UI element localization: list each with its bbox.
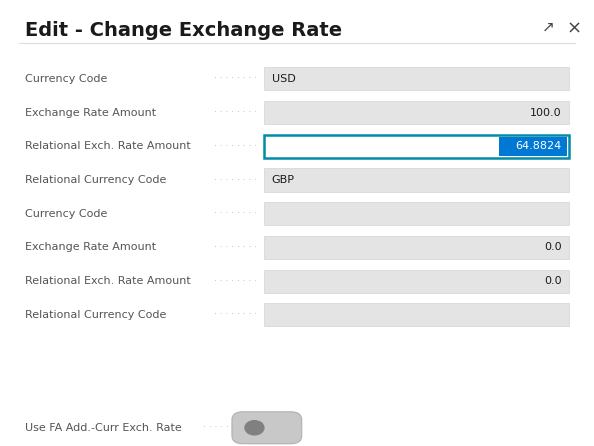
Text: Relational Currency Code: Relational Currency Code bbox=[25, 310, 166, 320]
FancyBboxPatch shape bbox=[264, 303, 569, 326]
Text: · · · · · · · ·: · · · · · · · · bbox=[214, 209, 257, 218]
Text: ↗: ↗ bbox=[542, 20, 555, 35]
Text: Relational Currency Code: Relational Currency Code bbox=[25, 175, 166, 185]
Text: Relational Exch. Rate Amount: Relational Exch. Rate Amount bbox=[25, 141, 191, 151]
FancyBboxPatch shape bbox=[264, 135, 569, 158]
FancyBboxPatch shape bbox=[264, 269, 569, 293]
Text: · · · · · · · ·: · · · · · · · · bbox=[214, 277, 257, 285]
FancyBboxPatch shape bbox=[264, 236, 569, 259]
Text: 0.0: 0.0 bbox=[544, 276, 562, 286]
FancyBboxPatch shape bbox=[232, 412, 302, 444]
Circle shape bbox=[245, 421, 264, 435]
FancyBboxPatch shape bbox=[499, 137, 567, 156]
Text: · · · · · · · ·: · · · · · · · · bbox=[214, 74, 257, 83]
Text: 64.8824: 64.8824 bbox=[516, 141, 562, 151]
Text: Currency Code: Currency Code bbox=[25, 209, 108, 219]
Text: Relational Exch. Rate Amount: Relational Exch. Rate Amount bbox=[25, 276, 191, 286]
Text: Exchange Rate Amount: Exchange Rate Amount bbox=[25, 107, 156, 118]
Text: Exchange Rate Amount: Exchange Rate Amount bbox=[25, 242, 156, 252]
Text: · · · · · · · ·: · · · · · · · · bbox=[214, 310, 257, 319]
Text: Currency Code: Currency Code bbox=[25, 74, 108, 84]
FancyBboxPatch shape bbox=[264, 202, 569, 225]
FancyBboxPatch shape bbox=[264, 67, 569, 91]
Text: 0.0: 0.0 bbox=[544, 242, 562, 252]
FancyBboxPatch shape bbox=[264, 169, 569, 191]
Text: · · · · · · · ·: · · · · · · · · bbox=[214, 243, 257, 252]
FancyBboxPatch shape bbox=[264, 101, 569, 124]
Text: Edit - Change Exchange Rate: Edit - Change Exchange Rate bbox=[25, 21, 342, 40]
Text: · · · · · · · ·: · · · · · · · · bbox=[214, 142, 257, 151]
Text: Use FA Add.-Curr Exch. Rate: Use FA Add.-Curr Exch. Rate bbox=[25, 423, 182, 433]
Text: USD: USD bbox=[271, 74, 295, 84]
Text: · · · · · · · ·: · · · · · · · · bbox=[214, 108, 257, 117]
Text: 100.0: 100.0 bbox=[530, 107, 562, 118]
Text: · · · · · · · ·: · · · · · · · · bbox=[214, 176, 257, 185]
Text: GBP: GBP bbox=[271, 175, 295, 185]
Text: ×: × bbox=[566, 20, 582, 38]
Text: · · · · · ·: · · · · · · bbox=[203, 423, 235, 432]
